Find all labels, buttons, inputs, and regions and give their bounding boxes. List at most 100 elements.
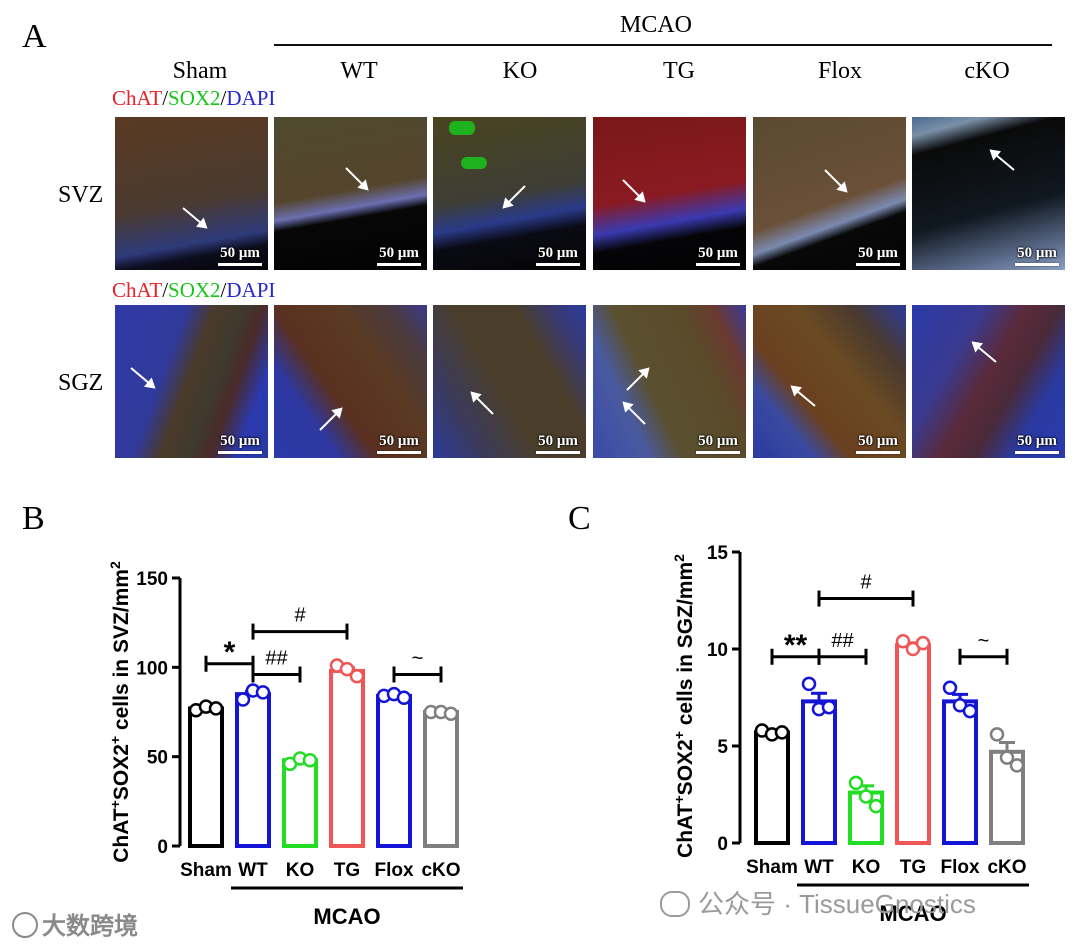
y-axis-label: ChAT+SOX2+ cells in SVZ/mm2 (107, 561, 133, 863)
logo-icon (12, 912, 38, 938)
stain-legend-sgz: ChAT/SOX2/DAPI (112, 278, 275, 303)
bar-tg (895, 643, 931, 845)
mcao-group-label: MCAO (620, 12, 693, 38)
stain-sep: / (220, 86, 227, 110)
x-tick-label-sham: Sham (180, 860, 232, 881)
data-point (942, 680, 958, 696)
data-point (396, 690, 412, 705)
micrograph-sgz-flox: 50 μm (753, 305, 906, 458)
scale-bar: 50 μm (218, 433, 262, 454)
row-label-svz: SVZ (58, 182, 104, 208)
col-label-ko: KO (502, 58, 538, 84)
micrograph-sgz-cko: 50 μm (912, 305, 1065, 458)
significance-label: * (224, 636, 236, 669)
x-tick-label-ko: KO (852, 857, 881, 878)
data-point (858, 789, 874, 804)
micrograph-sgz-wt: 50 μm (274, 305, 427, 458)
data-point (339, 661, 355, 677)
x-tick-label-ko: KO (286, 860, 315, 881)
significance-label: ** (784, 629, 808, 662)
data-point (774, 725, 790, 740)
bar-wt (801, 699, 837, 845)
panel-a-letter: A (22, 18, 47, 55)
significance-label: ~ (412, 647, 424, 669)
stain-legend-svz: ChAT/SOX2/DAPI (112, 86, 275, 111)
bar-flox (942, 699, 978, 845)
stain-sox2: SOX2 (168, 278, 221, 302)
scale-bar: 50 μm (218, 245, 262, 266)
x-tick-label-wt: WT (804, 857, 834, 878)
micrograph-sgz-sham: 50 μm (115, 305, 268, 458)
data-point (821, 699, 837, 715)
data-point (235, 692, 251, 707)
significance-label: # (860, 572, 872, 594)
col-label-flox: Flox (817, 58, 862, 84)
stain-dapi: DAPI (226, 86, 276, 110)
x-tick-label-cko: cKO (421, 860, 460, 881)
data-point (255, 685, 271, 700)
x-tick-label-cko: cKO (987, 857, 1026, 878)
micrograph-sgz-tg: 50 μm (593, 305, 746, 458)
y-tick-label: 150 (136, 569, 168, 590)
significance-label: ## (831, 630, 854, 652)
panel-b-letter: B (22, 500, 45, 537)
significance-label: ## (265, 647, 288, 669)
wechat-icon (660, 891, 690, 917)
y-tick-label: 0 (157, 837, 168, 858)
scale-bar: 50 μm (856, 433, 900, 454)
watermark-left: 大数跨境 (12, 906, 138, 941)
scale-bar: 50 μm (696, 433, 740, 454)
micrograph-svz-cko: 50 μm (912, 117, 1065, 270)
scale-bar: 50 μm (536, 433, 580, 454)
data-point (302, 752, 318, 768)
bar-sham (754, 730, 790, 845)
x-tick-label-sham: Sham (746, 857, 798, 878)
stain-sox2: SOX2 (168, 86, 221, 110)
stain-sep: / (162, 278, 169, 302)
data-point (208, 701, 224, 716)
col-label-wt: WT (340, 58, 378, 84)
panel-c-letter: C (568, 500, 591, 537)
micrograph-svz-flox: 50 μm (753, 117, 906, 270)
col-label-cko: cKO (964, 58, 1010, 84)
micrograph-svz-sham: 50 μm (115, 117, 268, 270)
data-point (895, 633, 911, 649)
scale-bar: 50 μm (377, 433, 421, 454)
stain-chat: ChAT (112, 278, 163, 302)
y-tick-label: 5 (717, 737, 728, 758)
micrograph-sgz-ko: 50 μm (433, 305, 586, 458)
stain-dapi: DAPI (226, 278, 276, 302)
data-point (349, 669, 365, 684)
stain-chat: ChAT (112, 86, 163, 110)
data-point (999, 750, 1015, 765)
row-label-sgz: SGZ (58, 370, 104, 396)
data-point (848, 775, 864, 791)
significance-label: # (294, 605, 306, 627)
micrograph-svz-ko: 50 μm (433, 117, 586, 270)
data-point (962, 703, 978, 719)
micrograph-svz-tg: 50 μm (593, 117, 746, 270)
scale-bar: 50 μm (856, 245, 900, 266)
data-point (915, 635, 931, 651)
y-tick-label: 50 (147, 748, 168, 769)
scale-bar: 50 μm (1015, 433, 1059, 454)
data-point (443, 706, 459, 722)
x-tick-label-flox: Flox (374, 860, 413, 881)
data-point (868, 798, 884, 814)
col-label-sham: Sham (172, 58, 228, 84)
stain-sep: / (162, 86, 169, 110)
col-label-tg: TG (663, 58, 695, 84)
y-axis-label: ChAT+SOX2+ cells in SGZ/mm2 (671, 554, 697, 858)
scale-bar: 50 μm (377, 245, 421, 266)
y-tick-label: 100 (136, 658, 168, 679)
x-tick-label-wt: WT (238, 860, 268, 881)
scale-bar: 50 μm (696, 245, 740, 266)
x-tick-label-flox: Flox (940, 857, 979, 878)
mcao-group-line (274, 44, 1052, 46)
data-point (801, 676, 817, 692)
data-point (989, 727, 1005, 742)
x-tick-label-tg: TG (334, 860, 360, 881)
mcao-group-label: MCAO (313, 904, 380, 929)
